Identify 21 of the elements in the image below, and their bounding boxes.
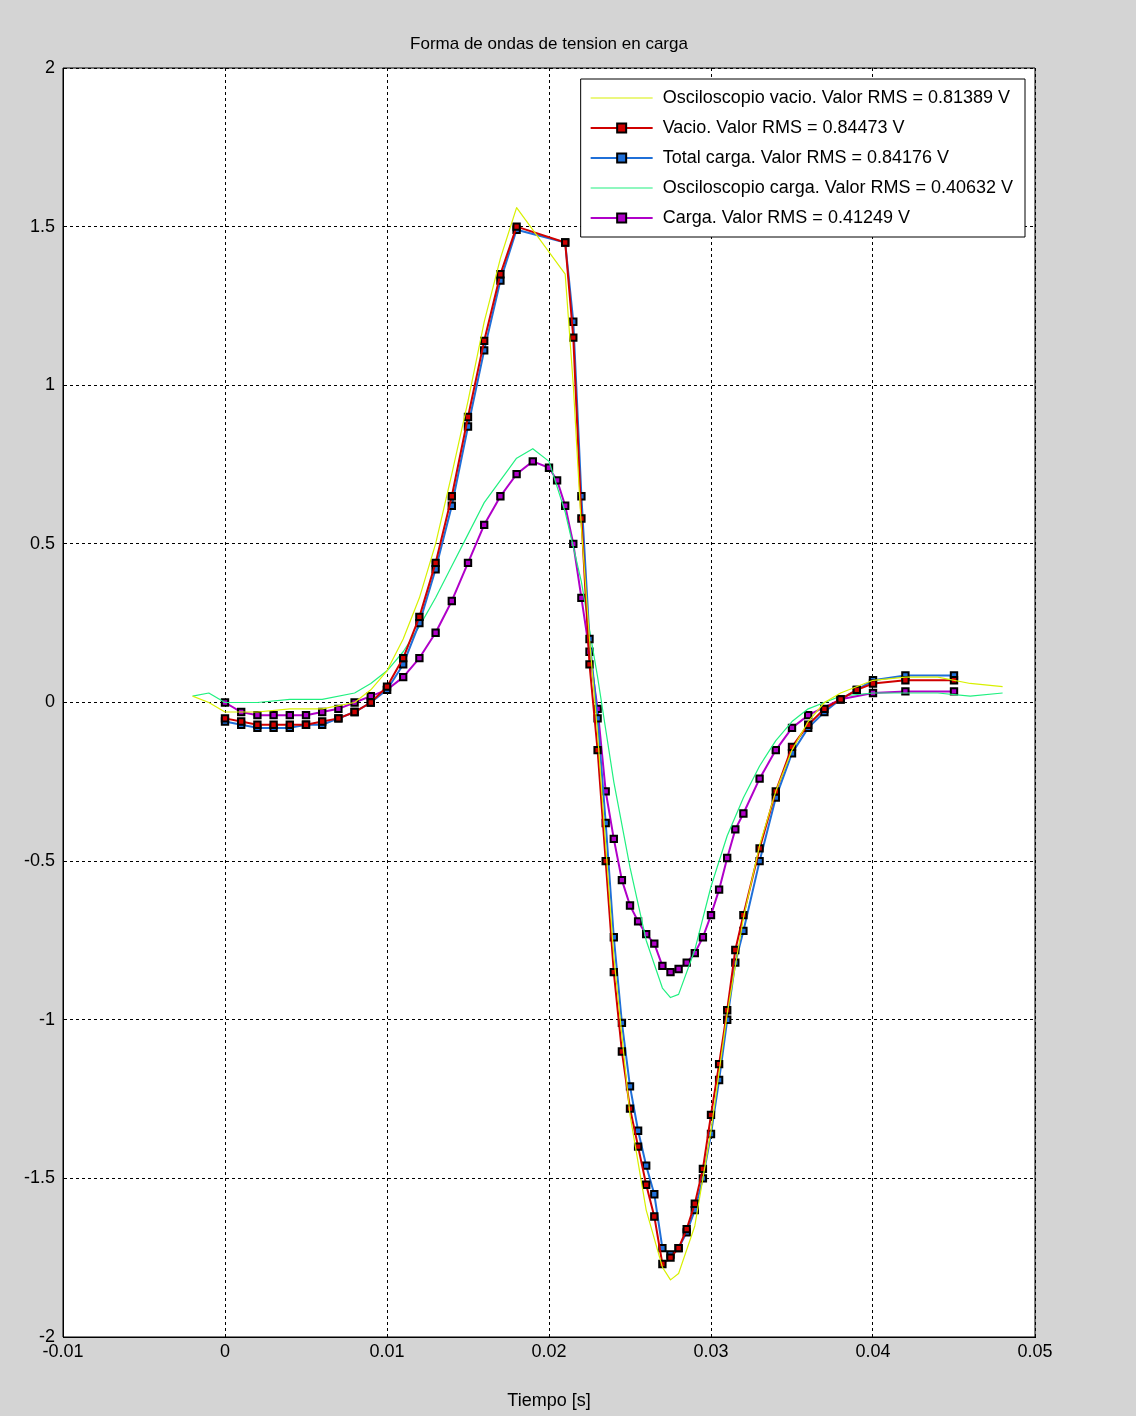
legend-label: Vacio. Valor RMS = 0.84473 V xyxy=(662,116,905,137)
x-tick-label: 0.05 xyxy=(1017,1340,1053,1361)
legend-label: Total carga. Valor RMS = 0.84176 V xyxy=(662,146,949,167)
y-tick-label: 0 xyxy=(44,691,55,712)
legend-label: Carga. Valor RMS = 0.41249 V xyxy=(662,206,910,227)
x-tick-label: 0.03 xyxy=(693,1340,729,1361)
x-axis-title: Tiempo [s] xyxy=(507,1390,591,1411)
x-tick-label: 0.01 xyxy=(369,1340,405,1361)
y-tick-label: -1 xyxy=(38,1008,55,1029)
x-tick-label: 0 xyxy=(219,1340,231,1361)
legend-label: Osciloscopio carga. Valor RMS = 0.40632 V xyxy=(662,176,1013,197)
chart-title: Forma de ondas de tension en carga xyxy=(410,33,689,53)
y-tick-label: 1 xyxy=(44,374,55,395)
y-tick-label: 1.5 xyxy=(29,215,55,236)
x-tick-label: 0.02 xyxy=(531,1340,567,1361)
legend-label: Osciloscopio vacio. Valor RMS = 0.81389 V xyxy=(662,86,1010,107)
y-tick-label: -0.5 xyxy=(23,850,55,871)
y-tick-label: 2 xyxy=(44,56,55,77)
x-tick-label: 0.04 xyxy=(855,1340,891,1361)
y-tick-label: -1.5 xyxy=(23,1167,55,1188)
y-tick-label: 0.5 xyxy=(29,532,55,553)
